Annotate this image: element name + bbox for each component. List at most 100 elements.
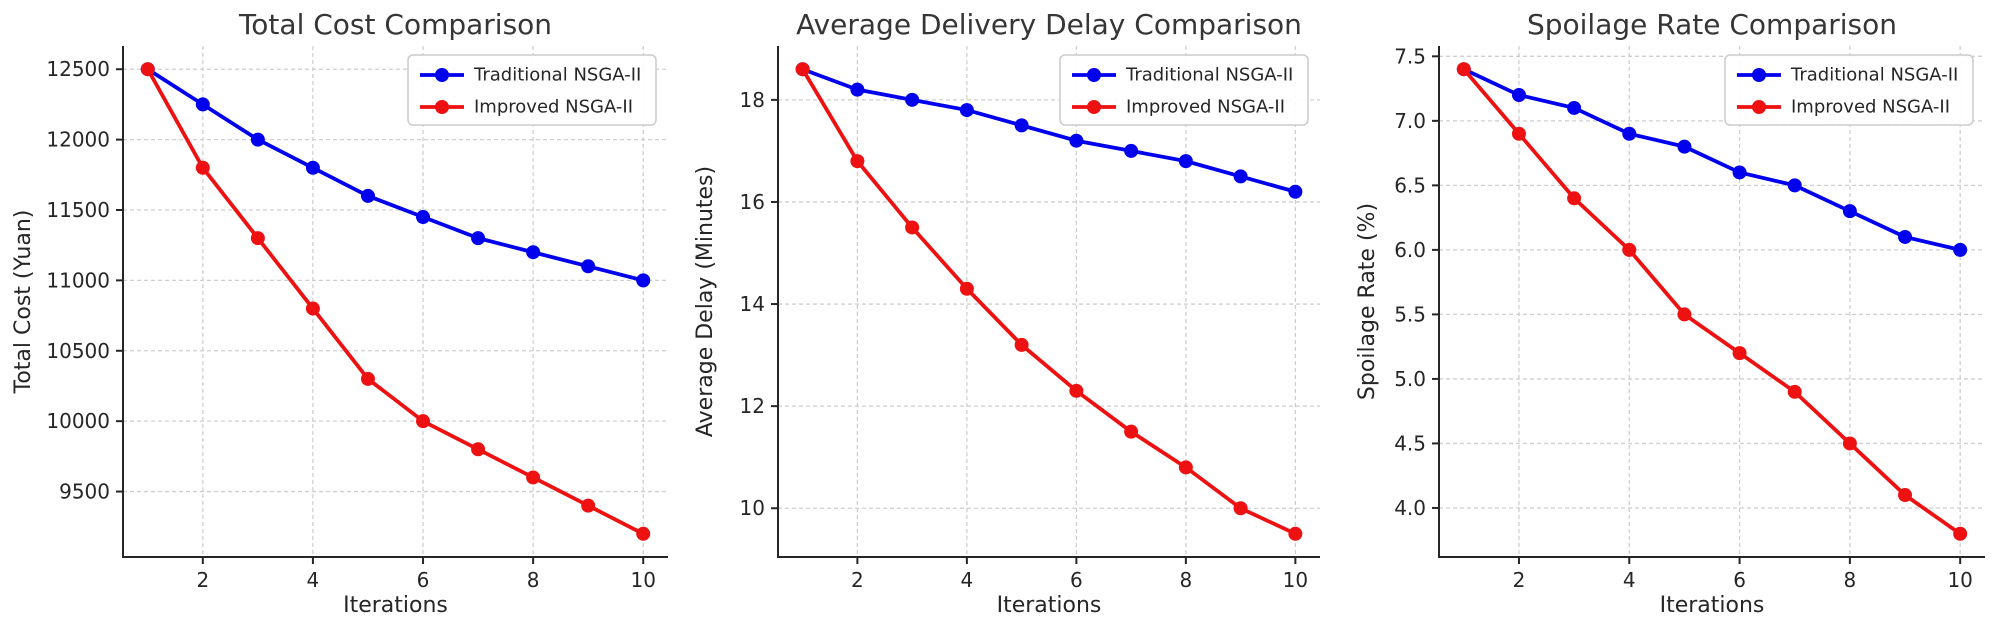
x-tick-label: 8 (527, 568, 540, 592)
x-tick-label: 2 (1513, 568, 1526, 592)
data-point-traditional-nsga-ii (1567, 100, 1582, 115)
y-tick-label: 10500 (46, 339, 110, 363)
chart-spoilage-rate-comparison: 2 4 6 8 10 4.0 4.5 5.0 5.5 6.0 6.5 7.0 7.5 Spoilage R… (1355, 8, 1985, 618)
data-point-improved-nsga-ii (795, 62, 810, 77)
series-line-traditional-nsga-ii (800, 67, 1298, 194)
legend-handle-marker (435, 68, 449, 82)
data-point-improved-nsga-ii (636, 526, 651, 541)
data-point-traditional-nsga-ii (1069, 133, 1084, 148)
data-point-traditional-nsga-ii (195, 97, 210, 112)
data-point-traditional-nsga-ii (1124, 143, 1139, 158)
x-tick-label: 10 (1947, 568, 1972, 592)
data-point-traditional-nsga-ii (1233, 169, 1248, 184)
data-point-traditional-nsga-ii (1842, 204, 1857, 219)
x-axis-label: Iterations (997, 593, 1102, 618)
data-point-improved-nsga-ii (1677, 307, 1692, 322)
legend-handle-marker (1752, 100, 1766, 114)
legend: Traditional NSGA-II Improved NSGA-II (1059, 54, 1309, 126)
data-point-improved-nsga-ii (581, 498, 596, 513)
legend-handle-marker (1087, 68, 1101, 82)
x-axis-label: Iterations (343, 593, 448, 618)
chart-total-cost-comparison: 2 4 6 8 10 9500 10000 10500 11000 11500 12000 12500… (11, 8, 668, 618)
data-point-traditional-nsga-ii (471, 231, 486, 246)
chart-title: Spoilage Rate Comparison (1527, 8, 1897, 41)
data-point-traditional-nsga-ii (1178, 154, 1193, 169)
x-axis-label: Iterations (1660, 593, 1765, 618)
x-tick-label: 10 (1283, 568, 1308, 592)
data-point-improved-nsga-ii (1787, 384, 1802, 399)
chart-average-delivery-delay-comparison: 2 4 6 8 10 10 12 14 16 18 Average Delivery Delay C… (693, 8, 1320, 618)
y-tick-label: 16 (740, 190, 765, 214)
data-point-traditional-nsga-ii (1511, 88, 1526, 103)
data-point-improved-nsga-ii (850, 154, 865, 169)
data-point-traditional-nsga-ii (305, 160, 320, 175)
legend: Traditional NSGA-II Improved NSGA-II (1724, 54, 1974, 126)
legend-box (1059, 54, 1309, 126)
chart-title: Average Delivery Delay Comparison (796, 8, 1302, 41)
series-line-traditional-nsga-ii (1461, 67, 1963, 252)
data-point-traditional-nsga-ii (959, 103, 974, 118)
data-point-improved-nsga-ii (526, 470, 541, 485)
x-tick-label: 6 (1070, 568, 1083, 592)
legend-handle-marker (435, 100, 449, 114)
x-tick-label: 6 (1733, 568, 1746, 592)
data-point-traditional-nsga-ii (850, 82, 865, 97)
y-tick-label: 5.5 (1394, 302, 1426, 326)
series-line-improved-nsga-ii (1461, 67, 1963, 536)
y-axis-label: Average Delay (Minutes) (693, 166, 718, 437)
data-point-improved-nsga-ii (1233, 501, 1248, 516)
legend-handle-marker (1087, 100, 1101, 114)
data-point-traditional-nsga-ii (1953, 242, 1968, 257)
data-point-traditional-nsga-ii (1898, 229, 1913, 244)
x-tick-label: 4 (961, 568, 974, 592)
data-point-traditional-nsga-ii (526, 245, 541, 260)
y-axis-label: Spoilage Rate (%) (1355, 203, 1380, 400)
y-tick-label: 10 (740, 496, 765, 520)
y-tick-label: 5.0 (1394, 367, 1426, 391)
data-point-improved-nsga-ii (1622, 242, 1637, 257)
x-tick-label: 6 (417, 568, 430, 592)
legend-entry-label: Improved NSGA-II (1791, 97, 1950, 118)
y-tick-label: 6.0 (1394, 238, 1426, 262)
data-point-improved-nsga-ii (1567, 191, 1582, 206)
y-tick-label: 14 (740, 292, 765, 316)
data-point-traditional-nsga-ii (1288, 184, 1303, 199)
data-point-traditional-nsga-ii (1622, 126, 1637, 141)
data-point-improved-nsga-ii (905, 220, 920, 235)
x-tick-label: 8 (1180, 568, 1193, 592)
data-point-traditional-nsga-ii (360, 188, 375, 203)
y-tick-label: 4.0 (1394, 496, 1426, 520)
series-line-improved-nsga-ii (145, 67, 646, 536)
y-tick-label: 7.0 (1394, 109, 1426, 133)
data-point-improved-nsga-ii (1178, 460, 1193, 475)
data-point-improved-nsga-ii (1898, 488, 1913, 503)
x-tick-label: 2 (196, 568, 209, 592)
data-point-improved-nsga-ii (1842, 436, 1857, 451)
legend-entry-label: Improved NSGA-II (474, 97, 633, 118)
chart-title: Total Cost Comparison (238, 8, 552, 41)
data-point-improved-nsga-ii (1953, 526, 1968, 541)
data-point-traditional-nsga-ii (905, 92, 920, 107)
x-tick-label: 4 (1623, 568, 1636, 592)
y-tick-label: 7.5 (1394, 44, 1426, 68)
legend-entry-label: Improved NSGA-II (1126, 97, 1285, 118)
y-tick-label: 11500 (46, 198, 110, 222)
data-point-improved-nsga-ii (471, 442, 486, 457)
data-point-traditional-nsga-ii (1014, 118, 1029, 133)
data-point-improved-nsga-ii (250, 231, 265, 246)
y-tick-label: 12000 (46, 128, 110, 152)
x-tick-label: 2 (851, 568, 864, 592)
data-point-improved-nsga-ii (195, 160, 210, 175)
y-tick-label: 12500 (46, 57, 110, 81)
data-point-traditional-nsga-ii (636, 273, 651, 288)
data-point-traditional-nsga-ii (250, 132, 265, 147)
data-point-traditional-nsga-ii (581, 259, 596, 274)
y-tick-label: 11000 (46, 268, 110, 292)
y-tick-label: 12 (740, 394, 765, 418)
data-point-traditional-nsga-ii (1677, 139, 1692, 154)
legend-entry-label: Traditional NSGA-II (1790, 65, 1958, 86)
y-tick-label: 10000 (46, 409, 110, 433)
data-point-improved-nsga-ii (1069, 383, 1084, 398)
